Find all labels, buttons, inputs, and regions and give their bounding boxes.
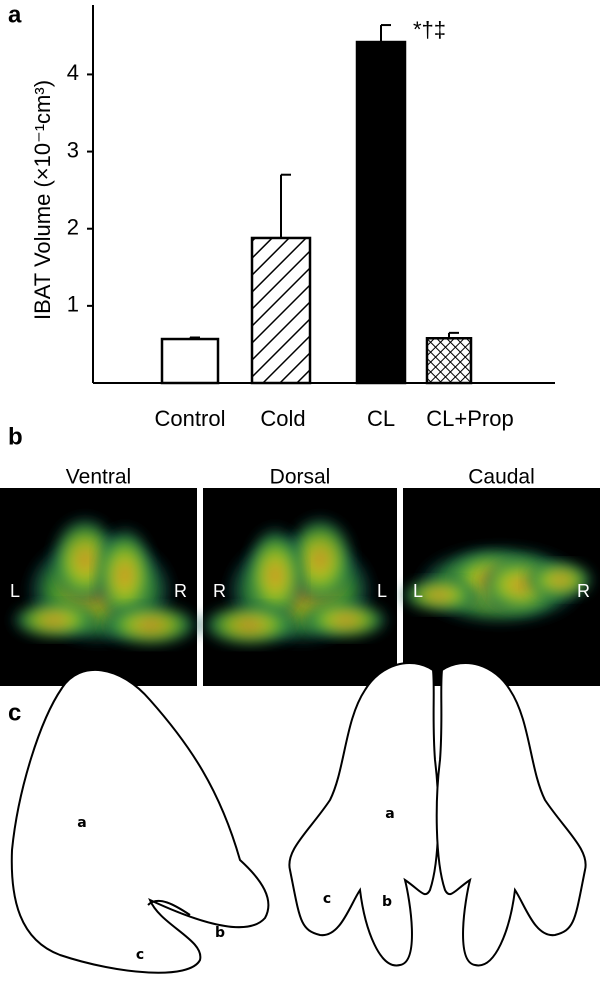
x-tick-label: CL+Prop: [426, 406, 513, 431]
bar: [160, 337, 220, 385]
region-label: a: [77, 815, 86, 831]
diagram-outline: [435, 661, 587, 967]
bar: [355, 40, 407, 385]
panel-label: b: [8, 423, 23, 450]
orientation-label: R: [174, 581, 187, 601]
orientation-label: L: [10, 581, 20, 601]
y-tick-label: 4: [67, 60, 79, 85]
orientation-label: L: [377, 581, 387, 601]
diagram-outline: [288, 661, 440, 967]
region-label: c: [323, 891, 331, 907]
x-tick-label: Control: [155, 406, 226, 431]
glow-blob: [200, 603, 300, 647]
y-tick-label: 3: [67, 137, 79, 162]
y-axis-label: IBAT Volume (×10⁻¹cm³): [30, 80, 55, 320]
panel-label: c: [8, 699, 21, 726]
bar-chart: 1 2 3 4 Control Cold CL CL+Prop *†‡: [67, 5, 555, 431]
region-label: a: [385, 806, 394, 822]
y-tick-label: 1: [67, 292, 79, 317]
image-title: Dorsal: [270, 466, 331, 489]
glow-blob: [245, 525, 305, 625]
x-tick-label: Cold: [260, 406, 305, 431]
glow-blob: [400, 577, 480, 613]
panel-label: a: [8, 1, 22, 28]
orientation-label: R: [213, 581, 226, 601]
image-title: Ventral: [66, 466, 131, 489]
diagrams: [10, 661, 587, 974]
annotation: *†‡: [413, 17, 446, 42]
bar: [425, 337, 473, 385]
orientation-label: R: [577, 581, 590, 601]
glow-blob: [100, 603, 200, 647]
x-tick-label: CL: [367, 406, 395, 431]
diagram-outline: [147, 899, 191, 916]
bar: [250, 236, 312, 385]
glow-blob: [95, 525, 155, 625]
diagram-outline: [10, 668, 270, 974]
glow-blob: [10, 600, 100, 640]
image-panels: Ventral L R Dorsal R L Caudal L R: [0, 466, 600, 686]
orientation-label: L: [413, 581, 423, 601]
region-label: b: [382, 894, 392, 910]
y-tick-label: 2: [67, 215, 79, 240]
glow-blob: [300, 600, 390, 640]
region-label: c: [136, 947, 144, 963]
image-title: Caudal: [468, 466, 535, 489]
glow-blob: [525, 560, 595, 600]
region-label: b: [215, 925, 225, 941]
